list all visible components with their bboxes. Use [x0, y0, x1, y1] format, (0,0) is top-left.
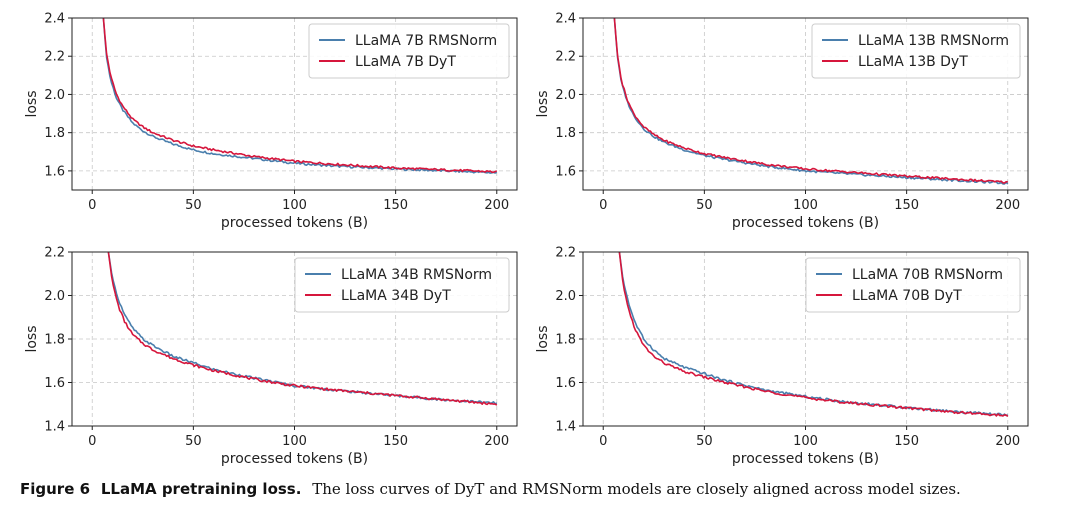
legend-box — [308, 23, 510, 79]
x-tick-label: 200 — [484, 434, 509, 449]
y-tick-label: 2.2 — [44, 50, 65, 65]
caption-text: The loss curves of DyT and RMSNorm model… — [312, 480, 961, 498]
legend: LLaMA 13B RMSNorm LLaMA 13B DyT — [811, 23, 1021, 79]
legend-label-1: LLaMA 70B RMSNorm — [852, 267, 1003, 283]
series-line-2 — [613, 18, 1008, 184]
x-tick-label: 50 — [185, 434, 202, 449]
y-tick-label: 2.4 — [44, 12, 65, 27]
x-tick-label: 100 — [282, 198, 307, 213]
x-axis-title: processed tokens (B) — [221, 215, 368, 231]
figure-panels: 0 50 100 150 200 1.6 1.8 2.0 2.2 2.4 processed tok… — [24, 12, 1029, 467]
series-group — [102, 18, 498, 174]
x-tick-label: 200 — [484, 198, 509, 213]
y-tick-label: 2.2 — [555, 50, 576, 65]
x-tick-label: 150 — [383, 434, 408, 449]
y-tick-label: 1.8 — [44, 333, 65, 348]
legend-label-1: LLaMA 13B RMSNorm — [858, 33, 1009, 49]
x-tick-label: 150 — [894, 198, 919, 213]
legend: LLaMA 34B RMSNorm LLaMA 34B DyT — [294, 257, 510, 313]
y-axis-title: loss — [24, 90, 40, 117]
y-tick-label: 1.8 — [555, 333, 576, 348]
legend-label-2: LLaMA 13B DyT — [858, 54, 968, 70]
y-tick-label: 1.4 — [44, 420, 65, 435]
x-tick-label: 150 — [894, 434, 919, 449]
y-axis-title: loss — [24, 325, 40, 352]
legend: LLaMA 7B RMSNorm LLaMA 7B DyT — [308, 23, 510, 79]
legend-label-2: LLaMA 70B DyT — [852, 288, 962, 304]
legend-box — [805, 257, 1021, 313]
series-group — [613, 18, 1009, 185]
y-tick-label: 2.0 — [555, 88, 576, 103]
x-axis-title: processed tokens (B) — [732, 215, 879, 231]
legend-label-1: LLaMA 34B RMSNorm — [341, 267, 492, 283]
x-tick-label: 150 — [383, 198, 408, 213]
legend: LLaMA 70B RMSNorm LLaMA 70B DyT — [805, 257, 1021, 313]
caption-title: LLaMA pretraining loss. — [100, 480, 302, 498]
legend-box — [294, 257, 510, 313]
x-tick-label: 100 — [793, 198, 818, 213]
x-tick-label: 0 — [88, 434, 96, 449]
caption-label: Figure 6 — [20, 480, 91, 498]
x-tick-label: 100 — [793, 434, 818, 449]
legend-label-2: LLaMA 7B DyT — [355, 54, 456, 70]
y-tick-label: 1.6 — [44, 164, 65, 179]
y-axis-title: loss — [535, 90, 551, 117]
y-tick-label: 1.8 — [555, 126, 576, 141]
x-tick-label: 0 — [88, 198, 96, 213]
series-line-2 — [618, 252, 1009, 418]
series-line-1 — [107, 252, 498, 405]
series-line-2 — [102, 18, 498, 173]
legend-label-2: LLaMA 34B DyT — [341, 288, 451, 304]
figure-caption: Figure 6 LLaMA pretraining loss. The los… — [20, 480, 1070, 498]
x-tick-label: 200 — [995, 434, 1020, 449]
series-line-1 — [613, 18, 1009, 185]
y-tick-label: 2.0 — [44, 289, 65, 304]
y-tick-label: 1.6 — [555, 376, 576, 391]
y-tick-label: 1.4 — [555, 420, 576, 435]
y-tick-label: 1.6 — [555, 164, 576, 179]
y-tick-label: 1.8 — [44, 126, 65, 141]
y-axis-title: loss — [535, 325, 551, 352]
x-tick-label: 0 — [599, 434, 607, 449]
x-tick-label: 50 — [696, 434, 713, 449]
chart-panel-2: 0 50 100 150 200 1.6 1.8 2.0 2.2 2.4 processed tok… — [535, 12, 1029, 231]
x-axis-title: processed tokens (B) — [732, 451, 879, 467]
y-tick-label: 2.2 — [555, 246, 576, 261]
chart-panel-4: 0 50 100 150 200 1.4 1.6 1.8 2.0 2.2 processed tok… — [535, 246, 1029, 467]
chart-panel-3: 0 50 100 150 200 1.4 1.6 1.8 2.0 2.2 processed tok… — [24, 246, 518, 467]
x-tick-label: 50 — [185, 198, 202, 213]
series-line-1 — [102, 18, 498, 174]
y-tick-label: 2.0 — [44, 88, 65, 103]
y-tick-label: 2.4 — [555, 12, 576, 27]
series-group — [107, 252, 498, 406]
chart-panel-1: 0 50 100 150 200 1.6 1.8 2.0 2.2 2.4 processed tok… — [24, 12, 518, 231]
x-axis-title: processed tokens (B) — [221, 451, 368, 467]
y-tick-label: 2.2 — [44, 246, 65, 261]
y-tick-label: 2.0 — [555, 289, 576, 304]
x-tick-label: 50 — [696, 198, 713, 213]
x-tick-label: 0 — [599, 198, 607, 213]
y-tick-label: 1.6 — [44, 376, 65, 391]
x-tick-label: 200 — [995, 198, 1020, 213]
series-group — [618, 252, 1009, 418]
x-tick-label: 100 — [282, 434, 307, 449]
series-line-1 — [618, 252, 1009, 417]
legend-box — [811, 23, 1021, 79]
legend-label-1: LLaMA 7B RMSNorm — [355, 33, 497, 49]
series-line-2 — [107, 252, 498, 406]
